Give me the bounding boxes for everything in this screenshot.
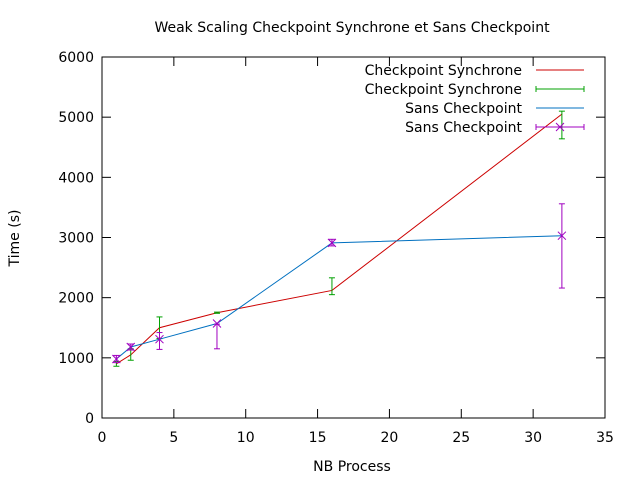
x-tick-label: 15 xyxy=(309,430,327,446)
y-axis-label: Time (s) xyxy=(7,210,23,268)
x-tick-label: 25 xyxy=(452,430,470,446)
y-tick-label: 6000 xyxy=(58,50,94,66)
series-2 xyxy=(116,235,562,360)
x-tick-label: 10 xyxy=(237,430,255,446)
y-tick-label: 5000 xyxy=(58,110,94,126)
series-0 xyxy=(116,113,563,365)
y-tick-label: 3000 xyxy=(58,231,94,247)
legend-label-2: Sans Checkpoint xyxy=(405,101,522,117)
point-3-1-b xyxy=(126,342,136,352)
x-axis-label: NB Process xyxy=(313,459,391,475)
series-1 xyxy=(113,110,565,367)
legend-label-3: Sans Checkpoint xyxy=(405,120,522,136)
y-tick-label: 0 xyxy=(85,411,94,427)
plot-frame xyxy=(101,56,606,419)
point-3-5-b xyxy=(557,231,567,241)
chart-title: Weak Scaling Checkpoint Synchrone et San… xyxy=(154,20,550,36)
axes: 0 1000 2000 3000 4000 5000 6000 0 5 10 15 20 25 30 35 xyxy=(58,50,614,446)
legend-label-0: Checkpoint Synchrone xyxy=(365,63,522,79)
legend: Checkpoint Synchrone Checkpoint Synchrone… xyxy=(365,63,585,136)
point-3-3-b xyxy=(212,319,222,328)
y-tick-label: 2000 xyxy=(58,291,94,307)
series-layer xyxy=(112,110,567,367)
x-tick-label: 20 xyxy=(381,430,399,446)
x-tick-label: 0 xyxy=(98,430,107,446)
point-3-0-b xyxy=(112,354,121,364)
series-line-0 xyxy=(116,113,563,365)
legend-marker-3-b xyxy=(555,122,565,132)
series-line-2 xyxy=(116,235,562,360)
y-tick-label: 1000 xyxy=(58,351,94,367)
y-tick-label: 4000 xyxy=(58,170,94,186)
point-3-2-b xyxy=(155,334,164,344)
point-3-4-b xyxy=(327,238,337,248)
legend-label-1: Checkpoint Synchrone xyxy=(365,82,522,98)
series-3 xyxy=(112,203,567,364)
x-tick-label: 5 xyxy=(169,430,178,446)
x-tick-label: 30 xyxy=(524,430,542,446)
x-tick-label: 35 xyxy=(596,430,614,446)
